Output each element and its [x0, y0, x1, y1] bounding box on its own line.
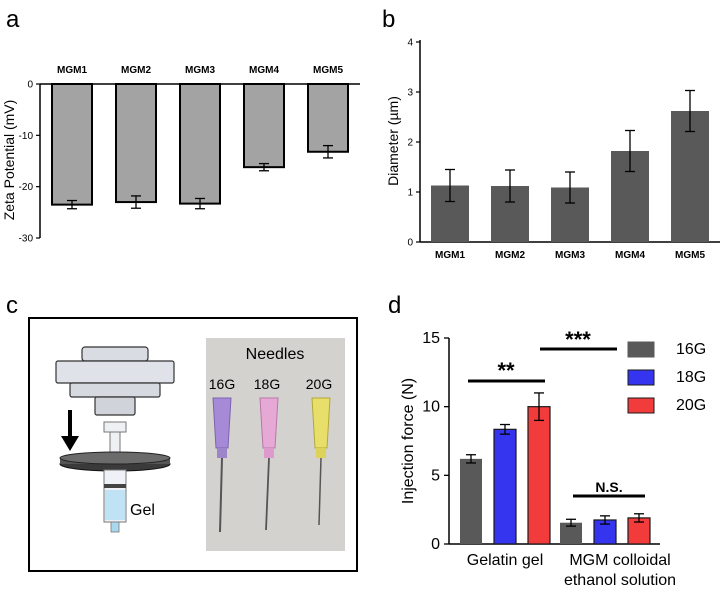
chart-b-category-label: MGM2	[495, 250, 525, 261]
panel-label-c: c	[6, 292, 18, 319]
chart-b-ytick-label: 4	[407, 38, 413, 49]
chart-b-error-bar	[565, 171, 575, 204]
chart-a-category-label: MGM1	[57, 65, 87, 76]
chart-b-category-label: MGM4	[615, 250, 645, 261]
chart-d-legend-label: 18G	[676, 369, 706, 386]
injection-illustration: Gel Needles 16G 18G 20G	[28, 317, 358, 572]
chart-a-error-bar	[131, 195, 141, 209]
down-arrow-icon	[61, 410, 79, 451]
needle-label-16g: 16G	[209, 376, 235, 392]
chart-d-bar	[527, 406, 551, 545]
chart-d-legend-swatch	[627, 369, 655, 386]
chart-b-ytick-label: 2	[407, 138, 413, 149]
chart-d-group-label: ethanol solution	[564, 572, 676, 589]
chart-a-category-label: MGM2	[121, 65, 151, 76]
chart-a-category-label: MGM3	[185, 65, 215, 76]
chart-d-bar	[493, 428, 517, 545]
syringe-body-icon	[59, 421, 171, 533]
chart-b-y-label: Diameter (µm)	[385, 96, 401, 186]
chart-b-category-label: MGM5	[675, 250, 705, 261]
chart-d-legend-label: 20G	[676, 397, 706, 414]
chart-d-error-bar	[534, 392, 544, 422]
chart-a-category-label: MGM5	[313, 65, 343, 76]
needle-label-20g: 20G	[306, 376, 332, 392]
chart-d-group-label: Gelatin gel	[467, 552, 544, 569]
chart-a-error-bar	[259, 162, 269, 172]
chart-a-bar	[115, 83, 157, 204]
chart-b-bar	[671, 111, 709, 242]
chart-d-legend-swatch	[627, 397, 655, 414]
chart-a-y-label: Zeta Potential (mV)	[1, 100, 17, 221]
syringe-cap-icon	[55, 346, 175, 416]
chart-d-bar	[560, 522, 582, 544]
chart-a-bar	[307, 83, 349, 153]
chart-d-ytick-label: 10	[422, 399, 440, 416]
chart-b-category-label: MGM1	[435, 250, 465, 261]
diameter-chart: 0 1 2 3 4 MGM1 MGM2 MGM3 MGM4 MGM5 Diameter (µm)	[385, 38, 720, 261]
panel-label-d: d	[388, 292, 401, 319]
chart-b-ytick-label: 0	[407, 238, 413, 249]
chart-d-error-bar	[500, 423, 510, 435]
chart-a-bar	[51, 83, 93, 206]
chart-d-group-label: MGM colloidal	[569, 552, 670, 569]
panel-label-a: a	[6, 6, 20, 33]
chart-d-legend-swatch	[627, 341, 655, 358]
chart-a-bar	[243, 83, 285, 169]
chart-a-error-bar	[195, 197, 205, 210]
needle-18g-icon	[259, 397, 279, 531]
chart-a-error-bar	[323, 144, 333, 159]
chart-a-category-label: MGM4	[249, 65, 279, 76]
injection-force-chart: 0 5 10 15 Gelatin gel MGM colloidal ethanol s…	[400, 327, 706, 589]
chart-b-ytick-label: 3	[407, 88, 413, 99]
gel-label: Gel	[130, 502, 155, 519]
chart-b-error-bar	[445, 168, 455, 203]
chart-d-ytick-label: 5	[431, 467, 440, 484]
chart-b-error-bar	[505, 169, 515, 203]
chart-a-bar	[179, 83, 221, 205]
chart-b-category-label: MGM3	[555, 250, 585, 261]
zeta-potential-chart: 0 -10 -20 -30 MGM1 MGM2 MGM3 MGM4 MGM5 Zeta Pot…	[1, 65, 360, 245]
needle-label-18g: 18G	[254, 376, 280, 392]
chart-b-error-bar	[685, 89, 695, 133]
chart-d-error-bar	[600, 515, 610, 525]
chart-a-ytick-label: -30	[19, 234, 34, 245]
chart-a-ytick-label: 0	[27, 80, 33, 91]
chart-a-ytick-label: -10	[19, 131, 34, 142]
chart-d-significance-label: **	[497, 358, 515, 383]
chart-d-significance-label: ***	[565, 327, 591, 352]
chart-d-significance-label: N.S.	[595, 479, 622, 495]
chart-a-ytick-label: -20	[19, 182, 34, 193]
chart-d-error-bar	[566, 518, 576, 527]
chart-d-ytick-label: 0	[431, 536, 440, 553]
panel-label-b: b	[382, 6, 395, 33]
needles-title: Needles	[246, 346, 305, 363]
chart-d-y-label: Injection force (N)	[400, 378, 417, 504]
chart-d-legend-label: 16G	[676, 341, 706, 358]
chart-a-error-bar	[67, 199, 77, 210]
chart-d-error-bar	[466, 454, 476, 464]
chart-d-bar	[460, 458, 482, 544]
chart-d-error-bar	[634, 513, 644, 523]
chart-b-error-bar	[625, 129, 635, 173]
chart-b-ytick-label: 1	[407, 188, 413, 199]
chart-d-ytick-label: 15	[422, 330, 440, 347]
needle-16g-icon	[212, 397, 232, 533]
needle-20g-icon	[311, 397, 331, 526]
